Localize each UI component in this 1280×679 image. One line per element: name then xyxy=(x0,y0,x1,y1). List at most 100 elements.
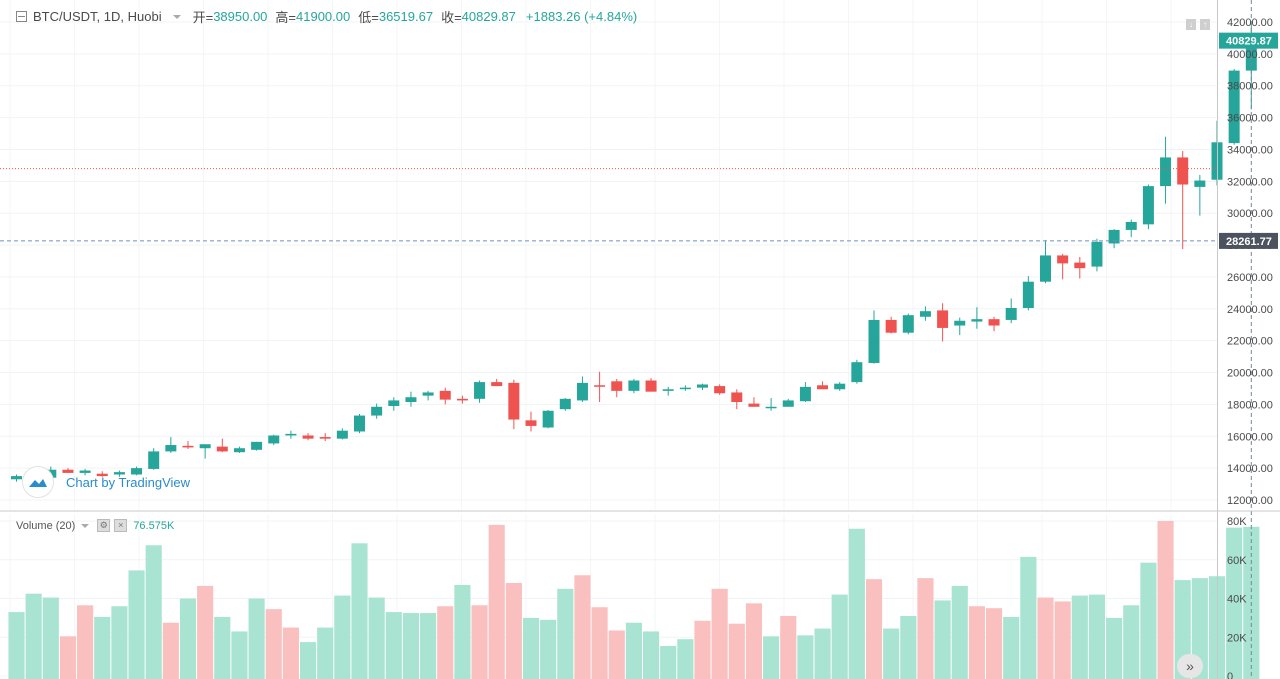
candle xyxy=(1160,136,1172,204)
candle xyxy=(1108,229,1120,249)
volume-bar xyxy=(540,619,557,679)
volume-bar xyxy=(1157,521,1174,679)
volume-bar xyxy=(351,543,368,679)
candle xyxy=(885,316,897,334)
symbol-title[interactable]: BTC/USDT, 1D, Huobi xyxy=(33,9,162,24)
up-arrow-icon[interactable]: ↑ xyxy=(1200,19,1210,30)
low-value: 36519.67 xyxy=(378,9,434,24)
candle xyxy=(1022,276,1034,311)
candle-body xyxy=(919,311,931,317)
volume-bar xyxy=(437,606,454,679)
candle xyxy=(662,386,674,396)
candle xyxy=(1040,240,1051,284)
volume-bar xyxy=(488,524,505,679)
volume-bar xyxy=(231,631,248,679)
candle xyxy=(1194,174,1206,216)
candle-body xyxy=(456,398,468,401)
volume-bar xyxy=(42,597,59,679)
candle xyxy=(474,380,486,403)
candle xyxy=(62,468,74,473)
high-value: 41900.00 xyxy=(296,9,351,24)
price-tick-label: 24000.00 xyxy=(1227,304,1273,316)
candle-body xyxy=(1022,281,1034,309)
candle xyxy=(731,389,743,410)
price-tick-label: 26000.00 xyxy=(1227,272,1273,284)
candle xyxy=(182,441,194,450)
candle-body xyxy=(679,387,691,390)
candle xyxy=(868,310,880,364)
candle-body xyxy=(1177,157,1189,185)
candle xyxy=(594,371,606,403)
chevron-down-icon[interactable] xyxy=(81,523,90,528)
candle xyxy=(508,379,520,430)
candle-body xyxy=(885,319,897,333)
volume-bar xyxy=(574,575,591,679)
settings-icon[interactable]: ⚙ xyxy=(97,519,111,532)
open-value: 38950.00 xyxy=(213,9,268,24)
candle xyxy=(251,441,263,451)
candle-body xyxy=(834,383,846,390)
candle-body xyxy=(62,469,74,473)
price-tick-label: 14000.00 xyxy=(1227,463,1273,475)
volume-bar xyxy=(77,605,94,679)
volume-tick-label: 20K xyxy=(1227,632,1247,644)
scroll-to-realtime-button[interactable]: » xyxy=(1177,654,1203,678)
candle-body xyxy=(611,381,623,391)
candle-body xyxy=(1142,186,1154,225)
volume-bar xyxy=(1123,605,1140,679)
candle-body xyxy=(268,435,280,444)
candle-body xyxy=(148,451,160,469)
down-arrow-icon[interactable]: ↓ xyxy=(1186,19,1196,30)
tradingview-logo-icon xyxy=(22,466,54,498)
candle-body xyxy=(851,362,863,383)
candle xyxy=(697,383,708,391)
close-icon[interactable]: × xyxy=(114,519,128,532)
candle-body xyxy=(731,392,743,403)
candle xyxy=(645,378,657,392)
close-value: 40829.87 xyxy=(461,9,516,24)
candle-body xyxy=(662,389,674,391)
candle xyxy=(148,448,160,470)
volume-bar xyxy=(248,598,265,679)
collapse-legend-icon[interactable] xyxy=(16,11,27,22)
volume-bar xyxy=(660,645,677,679)
candle-body xyxy=(131,468,143,475)
candle xyxy=(165,437,177,453)
candle-body xyxy=(799,386,811,402)
candle-body xyxy=(474,382,486,399)
volume-bar xyxy=(8,612,25,679)
volume-bar xyxy=(557,588,574,679)
candle xyxy=(559,398,571,411)
candle-body xyxy=(388,400,400,406)
volume-bar xyxy=(402,613,420,679)
volume-legend: Volume (20) ⚙ × 76.575K xyxy=(16,519,174,532)
candle xyxy=(1074,257,1086,279)
volume-bar xyxy=(265,609,282,679)
candle xyxy=(937,303,949,342)
volume-bar xyxy=(642,631,660,679)
candle xyxy=(765,398,777,411)
volume-bar xyxy=(848,528,865,679)
candle-body xyxy=(1057,255,1069,264)
candle-body xyxy=(542,410,554,428)
candle-body xyxy=(422,392,434,396)
volume-bar xyxy=(282,627,299,679)
volume-bar xyxy=(1226,527,1243,679)
candle-body xyxy=(782,400,794,407)
volume-bar xyxy=(111,606,128,679)
candle-body xyxy=(371,406,383,416)
volume-bar xyxy=(25,593,42,679)
volume-bar xyxy=(985,608,1003,679)
volume-bar xyxy=(1037,597,1054,679)
candle xyxy=(525,411,537,432)
price-tick-label: 38000.00 xyxy=(1227,81,1273,93)
candle-body xyxy=(1005,308,1017,320)
volume-bar xyxy=(951,585,968,679)
chevron-down-icon[interactable] xyxy=(172,14,181,19)
volume-bar xyxy=(763,636,780,679)
candle xyxy=(268,434,280,446)
candle-body xyxy=(937,310,949,328)
volume-bar xyxy=(780,615,797,679)
tradingview-watermark[interactable]: Chart by TradingView xyxy=(22,466,190,498)
